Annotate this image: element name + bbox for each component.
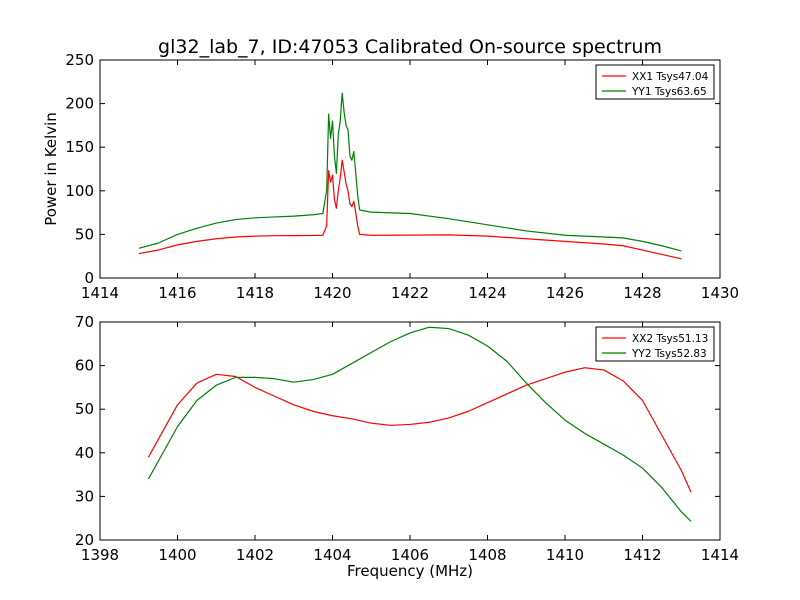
- top-legend: [595, 64, 715, 100]
- bottom-xlabel: Frequency (MHz): [347, 562, 473, 580]
- top-legend-label-1: XX1 Tsys47.04: [632, 71, 709, 83]
- top-ytick-label: 50: [75, 225, 94, 243]
- top-xtick-label: 1416: [158, 284, 196, 302]
- top-xtick-label: 1430: [701, 284, 739, 302]
- bottom-ytick-label: 40: [75, 444, 94, 462]
- bottom-legend-label-1: XX2 Tsys51.13: [632, 333, 708, 345]
- top-xtick-label: 1424: [468, 284, 506, 302]
- top-series-line-2: [138, 92, 682, 252]
- bottom-ytick-label: 50: [75, 400, 94, 418]
- bottom-series-line-1: [147, 367, 692, 493]
- bottom-panel: 1398 1400 1402 1404 1406 1408 1410 1412 1414 20 30…: [75, 313, 739, 564]
- top-xtick-label: 1418: [236, 284, 274, 302]
- bottom-ytick-label: 60: [75, 357, 94, 375]
- top-panel: 1414 1416 1418 1420 1422 1424 1426 1428 1430 0 50 1…: [65, 51, 739, 302]
- top-xtick-label: 1414: [81, 284, 119, 302]
- chart-title: gl32_lab_7, ID:47053 Calibrated On-sourc…: [158, 36, 662, 58]
- top-xtick-label: 1426: [546, 284, 584, 302]
- bottom-legend: [595, 326, 715, 362]
- bottom-xtick-label: 1408: [468, 546, 506, 564]
- bottom-xtick-label: 1402: [236, 546, 274, 564]
- bottom-xtick-label: 1398: [81, 546, 119, 564]
- top-ytick-label: 0: [84, 269, 94, 287]
- bottom-xtick-label: 1406: [391, 546, 429, 564]
- bottom-xtick-label: 1414: [701, 546, 739, 564]
- bottom-xtick-label: 1412: [623, 546, 661, 564]
- bottom-ytick-label: 20: [75, 531, 94, 549]
- bottom-series-line-2: [147, 326, 692, 522]
- top-legend-label-2: YY1 Tsys63.65: [631, 86, 707, 98]
- top-ytick-label: 250: [65, 51, 94, 69]
- top-ytick-label: 100: [65, 182, 94, 200]
- top-ytick-label: 200: [65, 95, 94, 113]
- bottom-ytick-label: 70: [75, 313, 94, 331]
- bottom-ytick-label: 30: [75, 487, 94, 505]
- top-xtick-label: 1420: [313, 284, 351, 302]
- bottom-xtick-label: 1410: [546, 546, 584, 564]
- top-series-line-1: [138, 159, 682, 260]
- bottom-xtick-label: 1400: [158, 546, 196, 564]
- top-xtick-label: 1428: [623, 284, 661, 302]
- bottom-legend-label-2: YY2 Tsys52.83: [631, 348, 707, 360]
- top-ylabel: Power in Kelvin: [42, 112, 60, 226]
- top-xtick-label: 1422: [391, 284, 429, 302]
- bottom-xtick-label: 1404: [313, 546, 351, 564]
- top-ytick-label: 150: [65, 138, 94, 156]
